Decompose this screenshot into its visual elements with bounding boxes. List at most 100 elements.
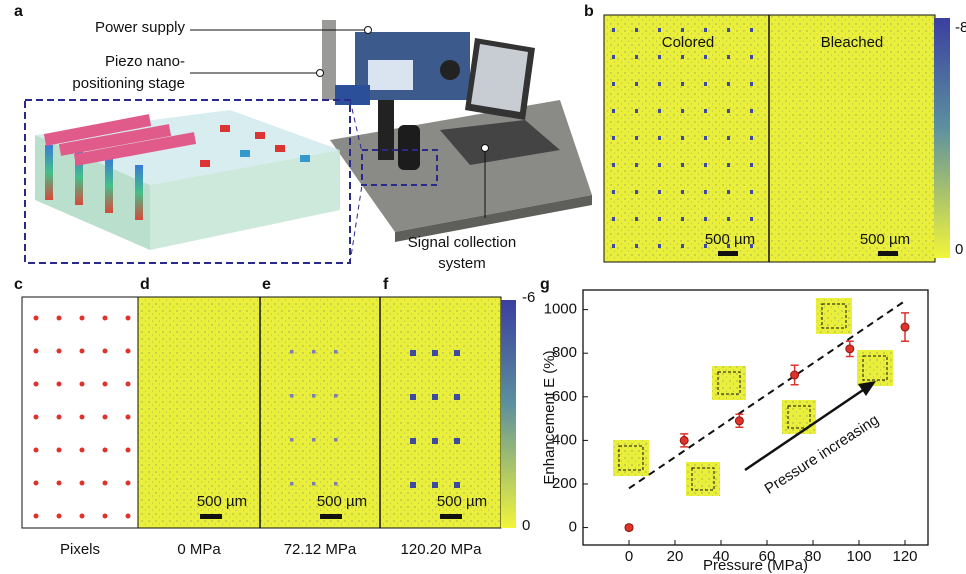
spot <box>704 82 707 86</box>
dot <box>103 415 108 420</box>
spot <box>658 82 661 86</box>
spot <box>290 350 294 354</box>
spot <box>312 350 316 354</box>
data-point <box>680 436 688 444</box>
spot <box>704 217 707 221</box>
y-axis-title: Enhancement E (%) <box>541 350 558 484</box>
dot <box>80 481 85 486</box>
spot <box>635 163 638 167</box>
pixel-map <box>22 297 138 528</box>
spot <box>750 28 753 32</box>
dot <box>80 349 85 354</box>
spot <box>410 482 416 488</box>
caption: 120.20 MPa <box>401 541 483 558</box>
annotation: Signal collection <box>408 234 516 251</box>
dot <box>126 514 131 519</box>
caption: Pixels <box>60 541 100 558</box>
spot <box>658 217 661 221</box>
spot <box>727 109 730 113</box>
dot <box>103 481 108 486</box>
dot <box>57 349 62 354</box>
image-label: Bleached <box>821 34 884 51</box>
spot <box>727 163 730 167</box>
x-tick-label: 100 <box>846 548 871 565</box>
spot <box>612 55 615 59</box>
spot <box>432 482 438 488</box>
dot <box>80 415 85 420</box>
spot <box>750 82 753 86</box>
x-axis-title: Pressure (MPa) <box>703 557 808 574</box>
inset-image <box>686 462 720 496</box>
inset-image <box>816 298 852 334</box>
spot <box>612 82 615 86</box>
spot <box>454 438 460 444</box>
data-point <box>846 345 854 353</box>
leader-dot <box>365 27 372 34</box>
dot <box>103 382 108 387</box>
panel-label: g <box>540 276 550 293</box>
spot <box>704 109 707 113</box>
spot <box>635 28 638 32</box>
colorbar-tick: -6 <box>522 289 535 306</box>
dot <box>126 415 131 420</box>
spot <box>334 438 338 442</box>
trend-line <box>629 301 905 488</box>
caption: 0 MPa <box>177 541 221 558</box>
spot <box>635 190 638 194</box>
spot <box>750 55 753 59</box>
spot <box>658 109 661 113</box>
spot <box>432 394 438 400</box>
spot <box>612 109 615 113</box>
spot <box>681 163 684 167</box>
spot <box>704 136 707 140</box>
spot <box>681 109 684 113</box>
image-label: Colored <box>662 34 715 51</box>
panel-label: e <box>262 276 271 293</box>
spot <box>312 394 316 398</box>
scale-bar-label: 500 µm <box>197 493 247 510</box>
spot <box>727 136 730 140</box>
spot <box>334 482 338 486</box>
caption: 72.12 MPa <box>284 541 357 558</box>
dot <box>80 382 85 387</box>
colorbar <box>934 18 950 258</box>
panel-label: b <box>584 3 594 20</box>
spot <box>635 55 638 59</box>
spot <box>334 350 338 354</box>
spot <box>750 136 753 140</box>
spot <box>432 350 438 356</box>
spot <box>454 350 460 356</box>
spot <box>750 109 753 113</box>
spot <box>681 244 684 248</box>
dot <box>57 415 62 420</box>
spot <box>635 217 638 221</box>
spot <box>750 217 753 221</box>
panel-label: d <box>140 276 150 293</box>
spot <box>410 394 416 400</box>
spot <box>727 28 730 32</box>
dot <box>34 514 39 519</box>
spot <box>658 190 661 194</box>
spot <box>750 163 753 167</box>
data-point <box>901 323 909 331</box>
y-tick-label: 0 <box>569 519 577 536</box>
spot <box>454 394 460 400</box>
colorbar-tick: 0 <box>955 241 963 258</box>
spot <box>681 55 684 59</box>
dot <box>34 481 39 486</box>
dot <box>126 448 131 453</box>
annotation: Piezo nano- <box>105 53 185 70</box>
dot <box>34 448 39 453</box>
dot <box>57 481 62 486</box>
spot <box>432 438 438 444</box>
annotation: Power supply <box>95 19 186 36</box>
dot <box>80 448 85 453</box>
panel-label: a <box>14 3 23 20</box>
spot <box>635 109 638 113</box>
colorbar-tick: -8 <box>955 19 966 36</box>
spot <box>727 190 730 194</box>
dot <box>34 316 39 321</box>
dot <box>126 349 131 354</box>
spot <box>704 55 707 59</box>
setup-illustration <box>322 20 592 242</box>
